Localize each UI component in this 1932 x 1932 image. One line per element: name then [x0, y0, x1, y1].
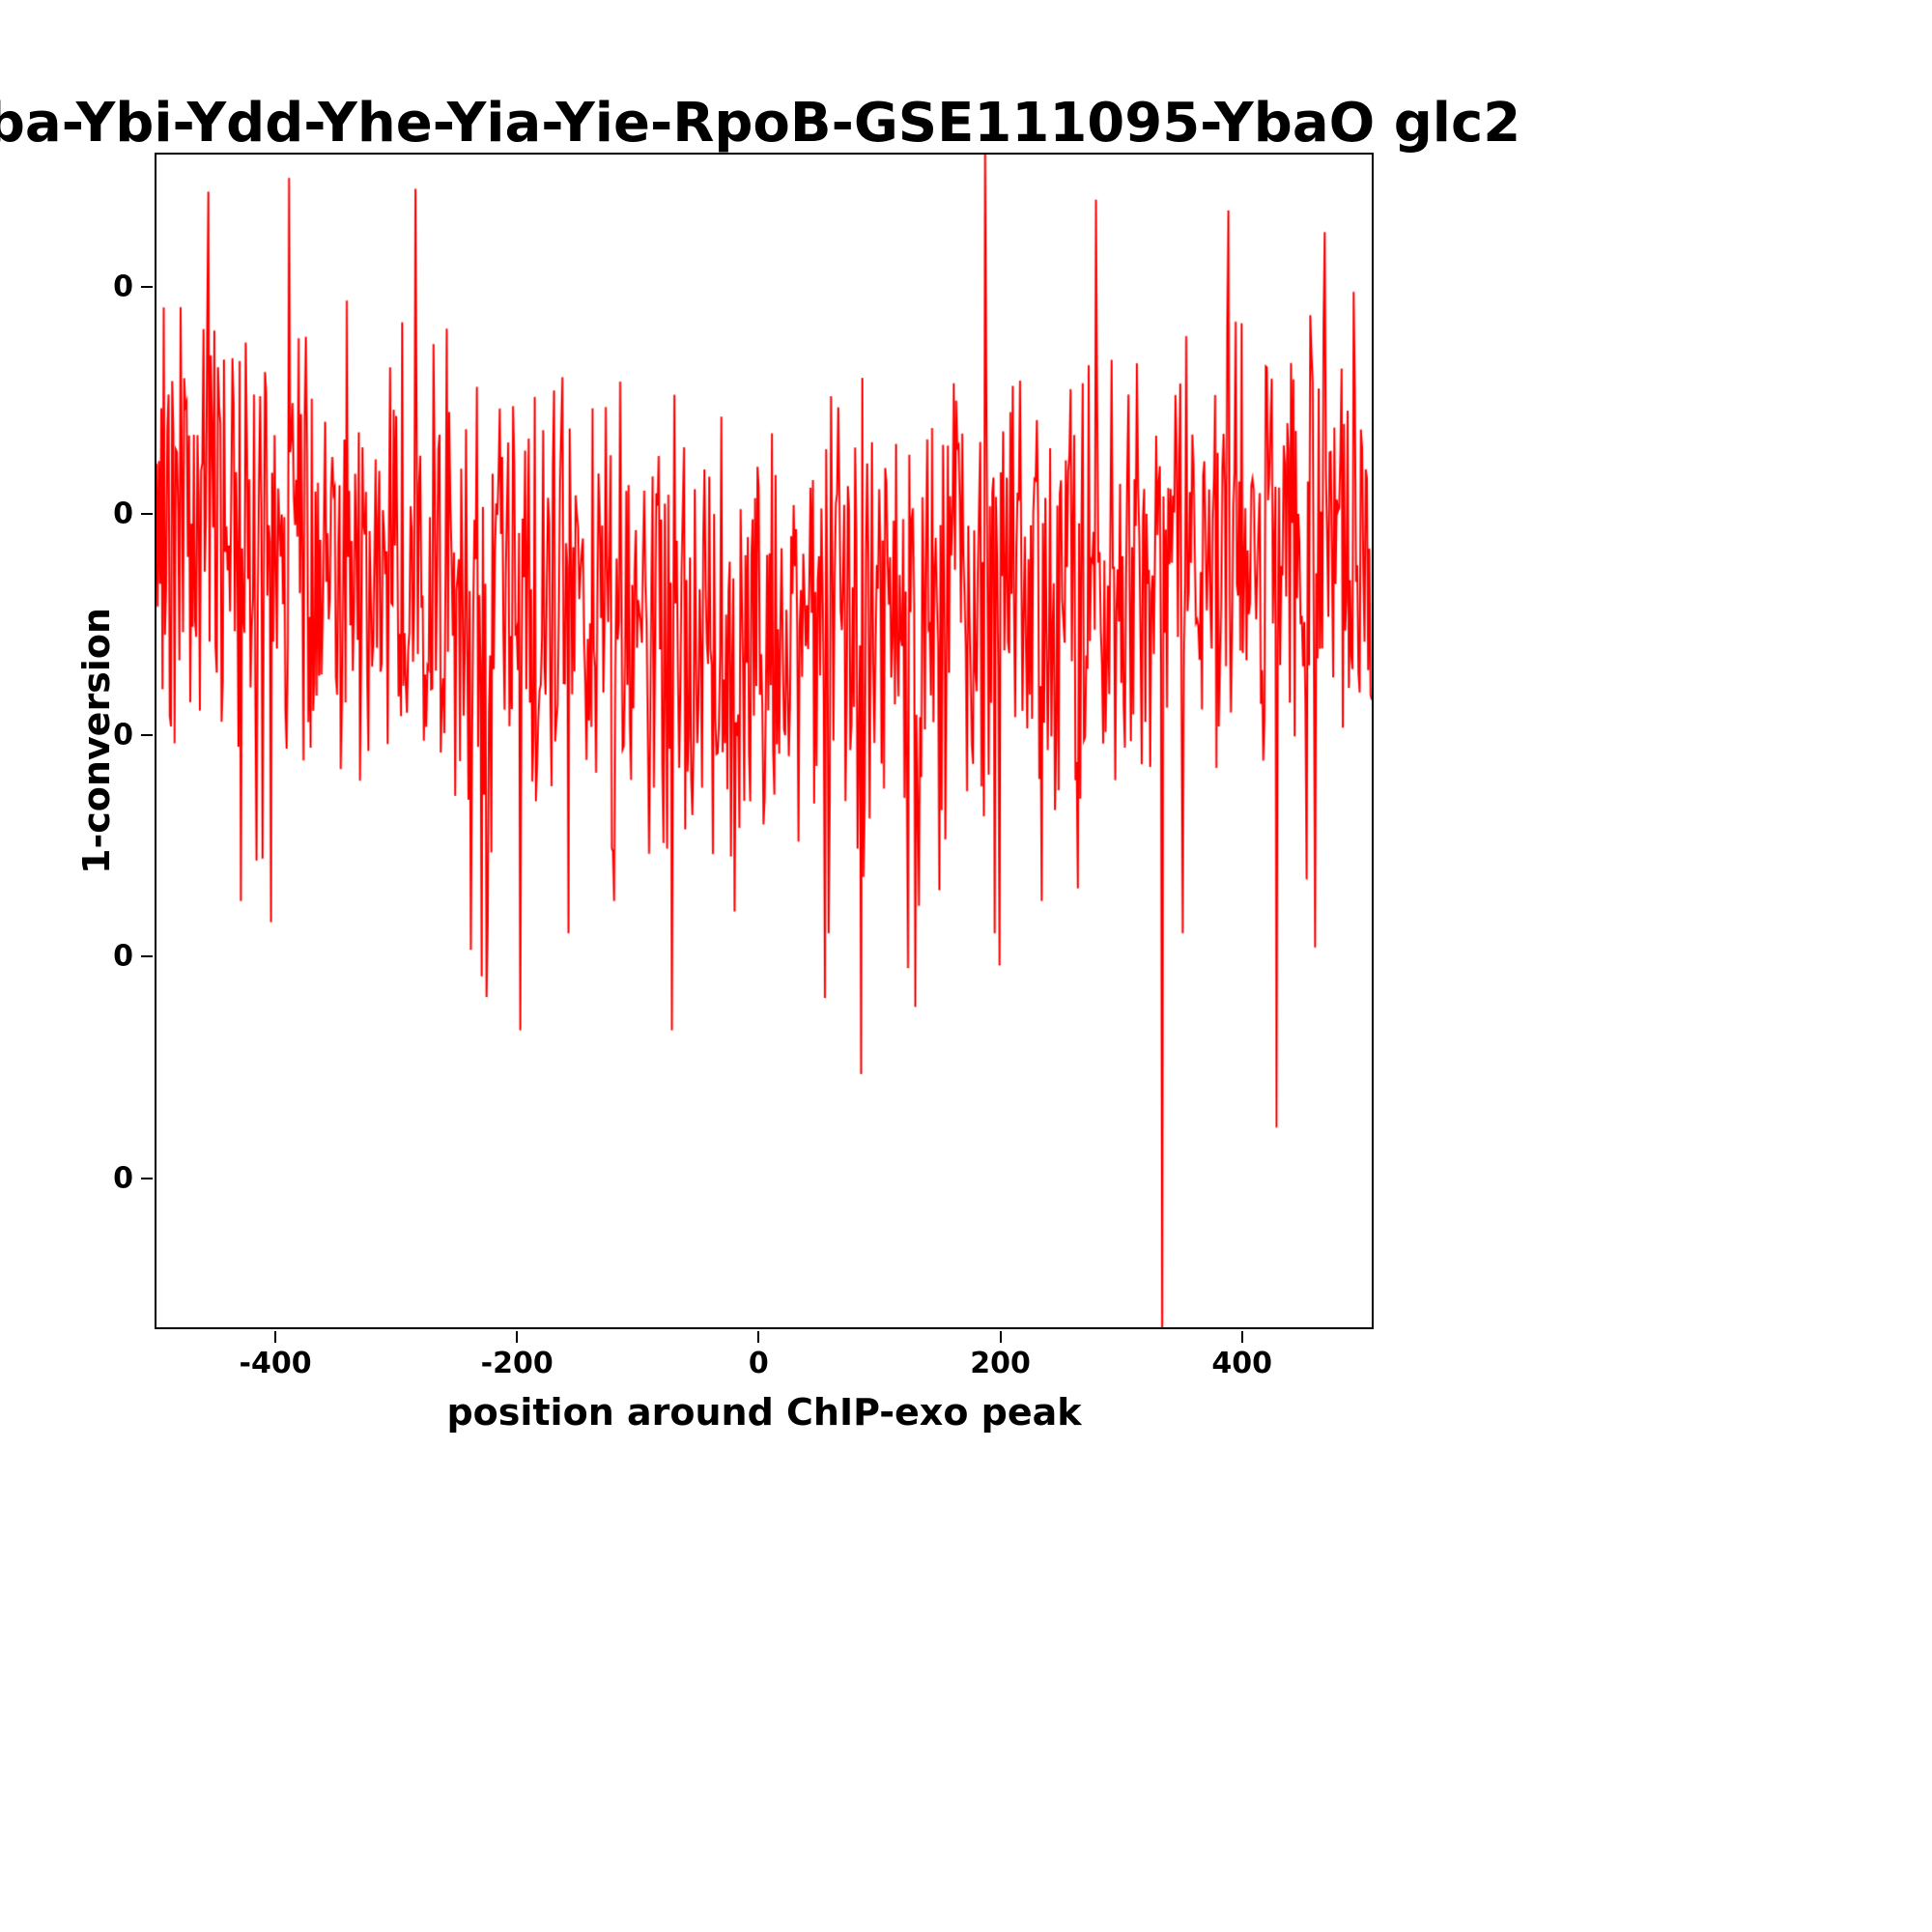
y-tick-mark	[141, 733, 153, 736]
x-tick-label: 400	[1211, 1347, 1272, 1380]
y-tick-label: 0	[113, 718, 133, 753]
x-tick-label: 0	[748, 1347, 769, 1380]
x-axis-label: position around ChIP-exo peak	[446, 1391, 1082, 1434]
y-tick-label: 0	[113, 1161, 133, 1196]
y-tick-label: 0	[113, 939, 133, 974]
line-plot-canvas	[156, 155, 1372, 1327]
x-tick-mark	[999, 1331, 1002, 1343]
x-tick-label: -400	[239, 1347, 312, 1380]
y-tick-mark	[141, 954, 153, 957]
x-tick-mark	[757, 1331, 760, 1343]
x-tick-mark	[1240, 1331, 1243, 1343]
x-tick-mark	[274, 1331, 277, 1343]
y-axis-label: 1-conversion	[75, 608, 118, 874]
plot-area	[155, 153, 1374, 1329]
y-tick-mark	[141, 1178, 153, 1180]
y-tick-mark	[141, 285, 153, 288]
x-tick-label: 200	[970, 1347, 1031, 1380]
y-tick-label: 0	[113, 497, 133, 531]
x-tick-label: -200	[480, 1347, 554, 1380]
y-tick-label: 0	[113, 270, 133, 304]
chart-title: ba-Ybi-Ydd-Yhe-Yia-Yie-RpoB-GSE111095-Yb…	[0, 92, 1521, 155]
x-tick-mark	[516, 1331, 519, 1343]
y-tick-mark	[141, 512, 153, 515]
